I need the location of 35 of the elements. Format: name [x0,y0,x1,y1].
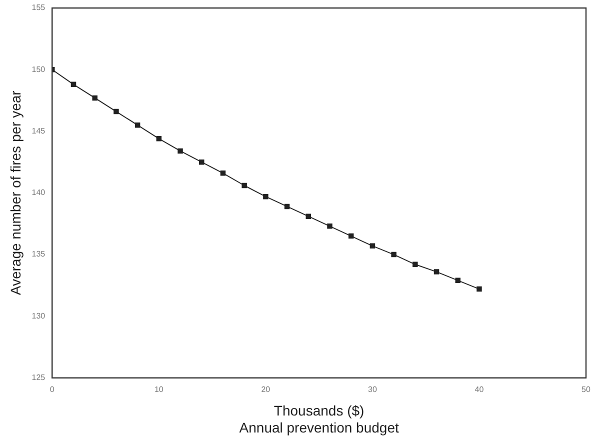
point [391,252,396,258]
y-tick-label: 125 [32,373,46,382]
point [134,122,140,128]
point [178,148,183,154]
point [306,214,312,219]
point [370,243,376,249]
x-tick-label: 10 [154,384,164,394]
x-tick-label: 30 [368,384,378,394]
x-tick-label: 20 [261,384,271,394]
y-tick-label: 130 [32,311,46,320]
y-tick-label: 155 [32,3,46,12]
point [114,108,119,114]
point [199,159,204,165]
x-axis-title: Thousands ($) Annual prevention budget [239,402,399,436]
point [434,269,440,274]
point [348,233,354,239]
y-tick-label: 135 [32,250,46,259]
y-axis-title: Average number of fires per year [7,90,24,296]
point [455,278,460,284]
x-tick-label: 0 [50,384,55,394]
point [327,224,332,229]
x-tick-label: 50 [582,384,591,394]
point [242,182,247,188]
point [263,194,268,200]
point [284,204,290,210]
point [156,136,162,142]
x-tick-label: 40 [474,384,484,394]
point [70,82,76,88]
y-tick-label: 150 [32,64,46,74]
y-tick-label: 140 [32,188,46,198]
point [220,170,226,176]
point [412,262,418,268]
y-tick-label: 145 [32,126,46,136]
point [476,286,482,292]
point [92,95,98,101]
